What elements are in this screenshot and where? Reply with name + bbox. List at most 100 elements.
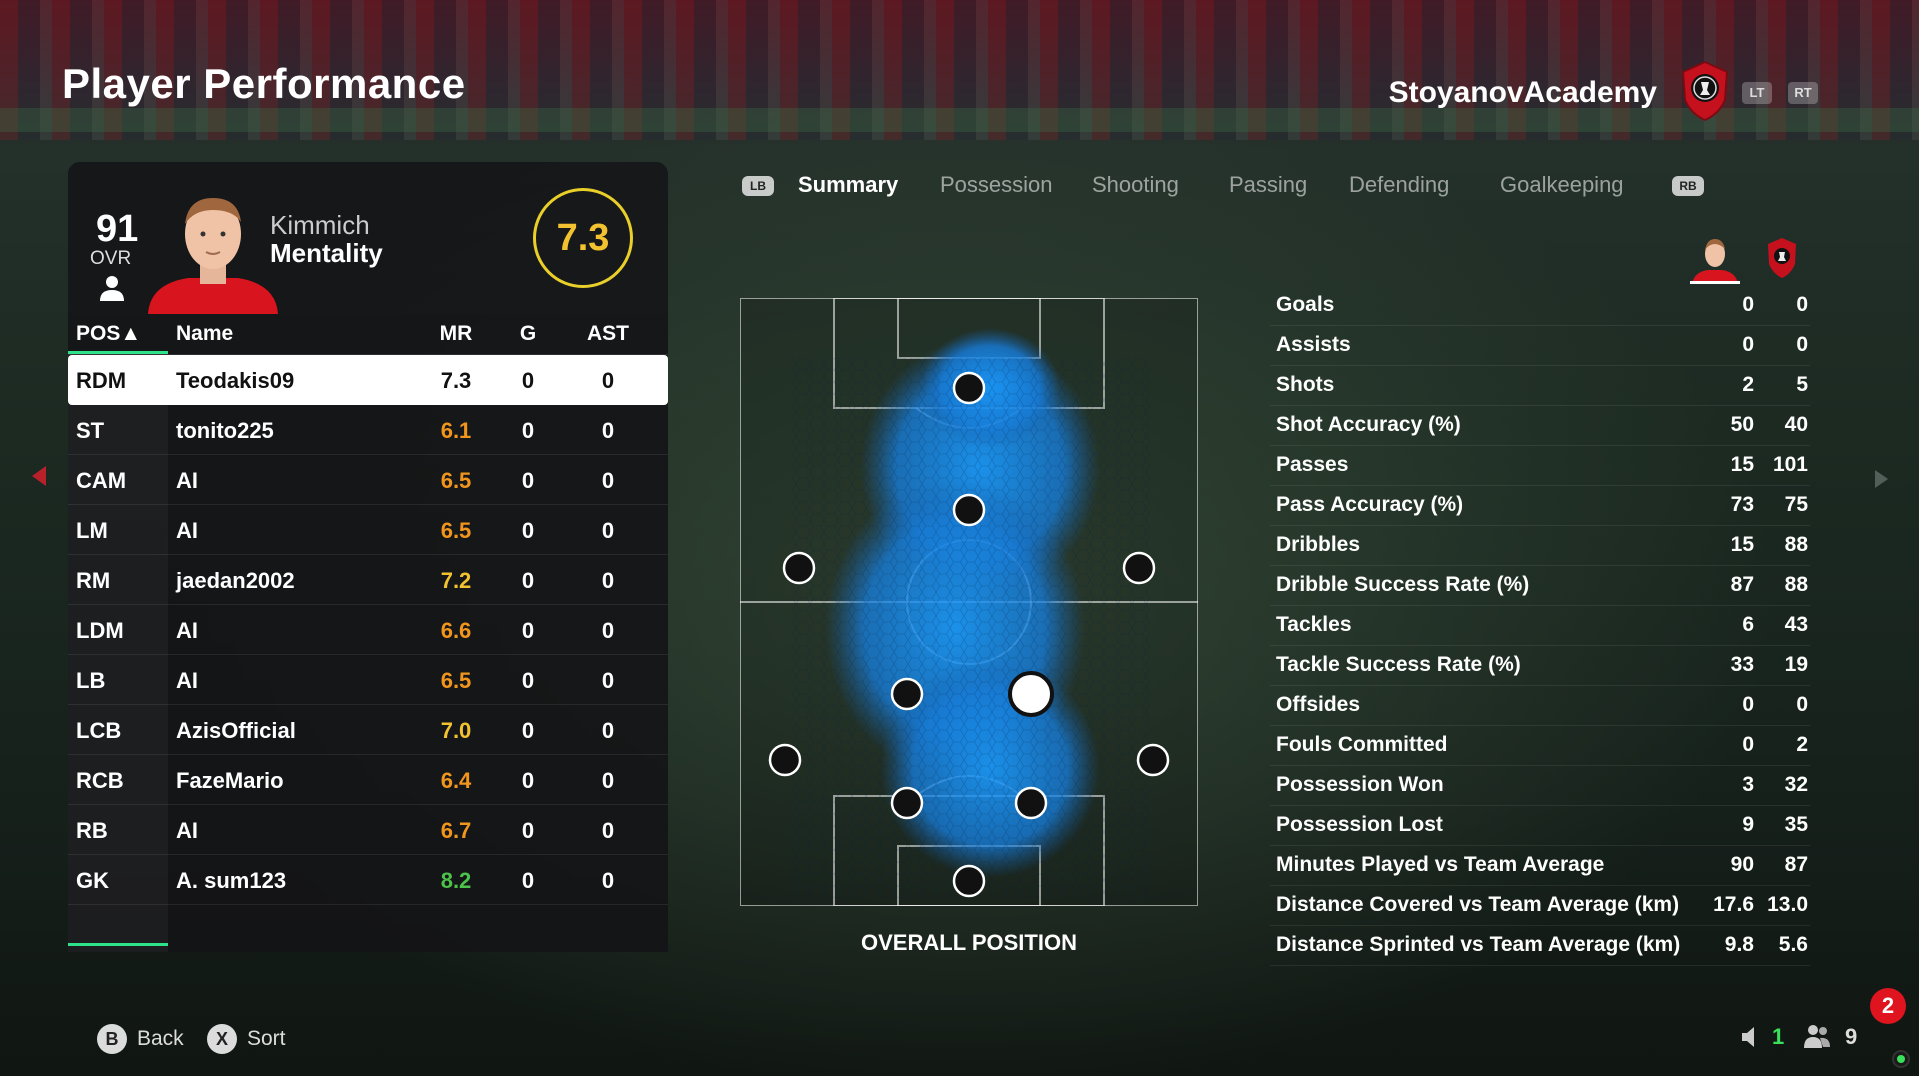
row-name: AI [176,618,198,643]
stat-label: Passes [1276,453,1349,476]
stat-player-value: 17.6 [1713,893,1754,916]
stat-label: Possession Won [1276,773,1444,796]
row-name: AI [176,818,198,843]
next-arrow-icon[interactable] [1875,470,1888,488]
tab-goalkeeping[interactable]: Goalkeeping [1500,172,1624,197]
stat-row: Distance Sprinted vs Team Average (km) 9.… [1270,926,1810,966]
row-assists: 0 [601,568,615,593]
table-row[interactable]: RB AI 6.7 0 0 [68,805,668,855]
tab-summary[interactable]: Summary [798,172,899,197]
table-row[interactable]: CAM AI 6.5 0 0 [68,455,668,505]
stat-team-value: 19 [1784,653,1808,676]
lb-button[interactable]: LB [742,176,774,196]
row-match-rating: 7.0 [440,718,472,743]
row-match-rating: 7.2 [440,568,472,593]
stat-label: Assists [1276,333,1351,356]
row-goals: 0 [521,568,535,593]
stat-team-value: 32 [1784,773,1808,796]
tab-defending[interactable]: Defending [1349,172,1450,197]
table-row[interactable]: LM AI 6.5 0 0 [68,505,668,555]
sort-label: Sort [247,1027,286,1050]
table-row[interactable]: ST tonito225 6.1 0 0 [68,405,668,455]
table-row[interactable]: LDM AI 6.6 0 0 [68,605,668,655]
player-last-name: Mentality [270,238,383,268]
tab-possession[interactable]: Possession [940,172,1053,197]
table-row[interactable]: LCB AzisOfficial 7.0 0 0 [68,705,668,755]
club-crest-icon [1681,60,1729,122]
stat-player-value: 73 [1730,493,1754,516]
stat-row: Distance Covered vs Team Average (km) 17.… [1270,886,1810,926]
stat-team-value: 5 [1796,373,1808,396]
header-mr[interactable]: MR [439,322,473,345]
lt-button[interactable]: LT [1742,82,1772,104]
header-pos[interactable]: POS▲ [76,322,142,345]
row-match-rating: 8.2 [440,868,472,893]
rb-button[interactable]: RB [1672,176,1704,196]
rt-button[interactable]: RT [1788,82,1818,104]
pitch-stripe-background [0,108,1919,132]
row-name: FazeMario [176,768,284,793]
header-g[interactable]: G [519,322,537,345]
stat-row: Possession Lost 9 35 [1270,806,1810,846]
stat-row: Passes 15 101 [1270,446,1810,486]
sort-action[interactable]: X Sort [207,1022,286,1056]
row-match-rating: 6.7 [440,818,472,843]
tab-shooting[interactable]: Shooting [1092,172,1179,197]
notification-badge[interactable]: 2 [1870,988,1906,1024]
tab-passing[interactable]: Passing [1229,172,1308,197]
stat-row: Possession Won 3 32 [1270,766,1810,806]
stat-player-value: 15 [1730,533,1754,556]
player-ovr: 91 [96,208,139,250]
stat-player-value: 87 [1730,573,1754,596]
header-name[interactable]: Name [176,322,234,345]
stat-team-value: 40 [1784,413,1808,436]
person-icon [100,276,124,301]
stat-row: Tackle Success Rate (%) 33 19 [1270,646,1810,686]
speaker-icon [1742,1027,1754,1047]
row-match-rating: 6.6 [440,618,472,643]
table-row[interactable]: LB AI 6.5 0 0 [68,655,668,705]
match-rating-ring: 7.3 [533,188,633,288]
row-assists: 0 [601,768,615,793]
stat-label: Tackles [1276,613,1352,636]
stat-player-value: 0 [1742,293,1754,316]
stat-player-value: 33 [1730,653,1754,676]
stat-label: Offsides [1276,693,1361,716]
party-icon [1804,1025,1830,1048]
stat-row: Fouls Committed 0 2 [1270,726,1810,766]
stat-row: Assists 0 0 [1270,326,1810,366]
row-assists: 0 [601,468,615,493]
row-pos: LDM [76,618,124,643]
row-name: AI [176,468,198,493]
table-row[interactable]: RM jaedan2002 7.2 0 0 [68,555,668,605]
stat-team-value: 0 [1796,693,1808,716]
table-row[interactable]: RDM Teodakis09 7.3 0 0 [68,355,668,405]
status-count-a: 1 [1772,1024,1785,1049]
header-ast[interactable]: AST [587,322,629,345]
player-card: 91 OVR Kimmich Mentality 7.3 [68,162,668,314]
online-status-icon [1892,1050,1910,1068]
prev-arrow-icon[interactable] [32,466,46,486]
table-row[interactable]: GK A. sum123 8.2 0 0 [68,855,668,905]
stat-row: Dribbles 15 88 [1270,526,1810,566]
row-pos: RDM [76,368,127,393]
row-name: AI [176,518,198,543]
stat-label: Dribbles [1276,533,1361,556]
row-pos: RM [76,568,111,593]
stat-player-value: 0 [1742,333,1754,356]
back-action[interactable]: B Back [97,1022,184,1056]
row-pos: RCB [76,768,124,793]
stat-player-value: 9.8 [1724,933,1754,956]
row-match-rating: 6.4 [440,768,472,793]
table-row[interactable]: RCB FazeMario 6.4 0 0 [68,755,668,805]
stat-row: Shots 2 5 [1270,366,1810,406]
formation-dots [768,371,1170,898]
row-goals: 0 [521,668,535,693]
stat-team-value: 88 [1784,573,1808,596]
stat-player-value: 6 [1742,613,1754,636]
row-goals: 0 [521,768,535,793]
stat-label: Possession Lost [1276,813,1443,836]
row-pos: LB [76,668,106,693]
row-goals: 0 [521,718,535,743]
stat-label: Shot Accuracy (%) [1276,413,1461,436]
